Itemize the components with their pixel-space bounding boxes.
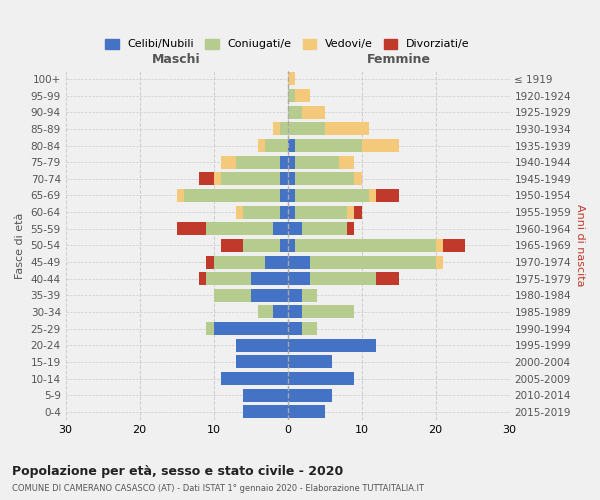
Bar	[287, 372, 354, 385]
Bar	[287, 122, 325, 136]
Bar	[443, 239, 465, 252]
Bar	[295, 156, 340, 168]
Bar	[287, 72, 295, 86]
Bar	[287, 339, 376, 351]
Bar	[214, 256, 265, 268]
Bar	[362, 139, 398, 152]
Bar	[221, 239, 243, 252]
Bar	[369, 189, 376, 202]
Bar	[302, 322, 317, 335]
Y-axis label: Fasce di età: Fasce di età	[15, 212, 25, 278]
Bar	[273, 306, 287, 318]
Bar	[265, 256, 287, 268]
Bar	[287, 322, 302, 335]
Bar	[287, 256, 310, 268]
Bar	[287, 206, 295, 218]
Bar	[280, 189, 287, 202]
Bar	[214, 289, 251, 302]
Bar	[340, 156, 354, 168]
Bar	[243, 388, 287, 402]
Bar	[236, 206, 243, 218]
Bar	[376, 272, 398, 285]
Bar	[184, 189, 280, 202]
Bar	[302, 106, 325, 118]
Bar	[280, 122, 287, 136]
Bar	[436, 239, 443, 252]
Bar	[280, 206, 287, 218]
Bar	[221, 372, 287, 385]
Text: COMUNE DI CAMERANO CASASCO (AT) - Dati ISTAT 1° gennaio 2020 - Elaborazione TUTT: COMUNE DI CAMERANO CASASCO (AT) - Dati I…	[12, 484, 424, 493]
Bar	[354, 206, 362, 218]
Bar	[302, 222, 347, 235]
Bar	[287, 239, 295, 252]
Bar	[287, 289, 302, 302]
Bar	[354, 172, 362, 186]
Bar	[214, 322, 287, 335]
Bar	[310, 256, 436, 268]
Bar	[287, 172, 295, 186]
Bar	[236, 156, 280, 168]
Bar	[436, 256, 443, 268]
Bar	[214, 172, 221, 186]
Bar	[176, 222, 206, 235]
Bar	[243, 239, 280, 252]
Bar	[206, 256, 214, 268]
Bar	[206, 222, 273, 235]
Bar	[325, 122, 369, 136]
Bar	[206, 322, 214, 335]
Bar	[287, 89, 295, 102]
Bar	[287, 106, 302, 118]
Bar	[295, 172, 354, 186]
Bar	[258, 306, 273, 318]
Bar	[376, 189, 398, 202]
Text: Femmine: Femmine	[367, 52, 431, 66]
Bar	[347, 206, 354, 218]
Bar	[310, 272, 376, 285]
Bar	[243, 206, 280, 218]
Bar	[199, 272, 206, 285]
Bar	[236, 356, 287, 368]
Bar	[287, 406, 325, 418]
Bar	[251, 272, 287, 285]
Text: Maschi: Maschi	[152, 52, 201, 66]
Bar	[295, 89, 310, 102]
Bar	[287, 189, 295, 202]
Bar	[287, 356, 332, 368]
Bar	[287, 139, 295, 152]
Bar	[295, 239, 436, 252]
Bar	[295, 206, 347, 218]
Bar	[295, 189, 369, 202]
Bar	[295, 139, 362, 152]
Bar	[199, 172, 214, 186]
Bar	[176, 189, 184, 202]
Bar	[287, 306, 302, 318]
Bar	[206, 272, 251, 285]
Bar	[221, 156, 236, 168]
Bar	[221, 172, 280, 186]
Bar	[287, 156, 295, 168]
Bar	[280, 156, 287, 168]
Text: Popolazione per età, sesso e stato civile - 2020: Popolazione per età, sesso e stato civil…	[12, 465, 343, 478]
Bar	[287, 388, 332, 402]
Bar	[280, 239, 287, 252]
Bar	[302, 306, 354, 318]
Bar	[347, 222, 354, 235]
Bar	[258, 139, 265, 152]
Bar	[287, 222, 302, 235]
Legend: Celibi/Nubili, Coniugati/e, Vedovi/e, Divorziati/e: Celibi/Nubili, Coniugati/e, Vedovi/e, Di…	[101, 34, 474, 54]
Bar	[243, 406, 287, 418]
Bar	[236, 339, 287, 351]
Bar	[302, 289, 317, 302]
Y-axis label: Anni di nascita: Anni di nascita	[575, 204, 585, 286]
Bar	[251, 289, 287, 302]
Bar	[265, 139, 287, 152]
Bar	[273, 122, 280, 136]
Bar	[280, 172, 287, 186]
Bar	[273, 222, 287, 235]
Bar	[287, 272, 310, 285]
